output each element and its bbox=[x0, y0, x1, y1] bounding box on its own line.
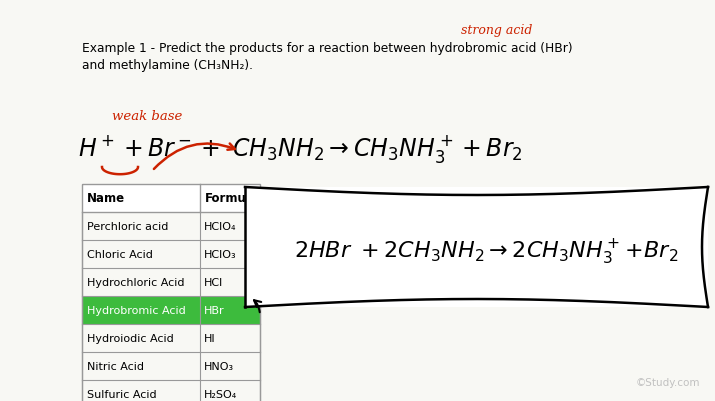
Text: and methylamine (CH₃NH₂).: and methylamine (CH₃NH₂). bbox=[82, 59, 253, 72]
FancyArrowPatch shape bbox=[154, 144, 235, 170]
Text: Hydrobromic Acid: Hydrobromic Acid bbox=[87, 305, 186, 315]
Text: Hydrochloric Acid: Hydrochloric Acid bbox=[87, 277, 184, 287]
Text: HI: HI bbox=[204, 333, 216, 343]
FancyArrowPatch shape bbox=[254, 300, 261, 312]
Text: Nitric Acid: Nitric Acid bbox=[87, 361, 144, 371]
Text: Perchloric acid: Perchloric acid bbox=[87, 221, 168, 231]
Text: weak base: weak base bbox=[112, 110, 182, 123]
Text: strong acid: strong acid bbox=[461, 24, 533, 37]
Text: Name: Name bbox=[87, 192, 125, 205]
Bar bbox=[82, 184, 260, 213]
Text: ©Study.com: ©Study.com bbox=[636, 377, 700, 387]
Text: HClO₄: HClO₄ bbox=[204, 221, 237, 231]
Text: Formula: Formula bbox=[205, 192, 259, 205]
Text: Hydroiodic Acid: Hydroiodic Acid bbox=[87, 333, 174, 343]
Text: Example 1 - Predict the products for a reaction between hydrobromic acid (HBr): Example 1 - Predict the products for a r… bbox=[82, 42, 573, 55]
Text: HNO₃: HNO₃ bbox=[204, 361, 234, 371]
Text: $H^+ +Br^- +\ CH_3NH_2 \rightarrow CH_3NH_3^+ + Br_2$: $H^+ +Br^- +\ CH_3NH_2 \rightarrow CH_3N… bbox=[78, 133, 523, 164]
Text: Sulfuric Acid: Sulfuric Acid bbox=[87, 389, 157, 399]
Text: $2HBr\ +2CH_3NH_2 \rightarrow 2CH_3NH_3^+\!+\!Br_2$: $2HBr\ +2CH_3NH_2 \rightarrow 2CH_3NH_3^… bbox=[295, 237, 679, 266]
Bar bbox=[245, 188, 708, 307]
Text: Chloric Acid: Chloric Acid bbox=[87, 249, 153, 259]
Text: H₂SO₄: H₂SO₄ bbox=[204, 389, 237, 399]
Text: HBr: HBr bbox=[204, 305, 225, 315]
Text: HCl: HCl bbox=[204, 277, 223, 287]
Bar bbox=[82, 296, 260, 324]
Text: HClO₃: HClO₃ bbox=[204, 249, 237, 259]
